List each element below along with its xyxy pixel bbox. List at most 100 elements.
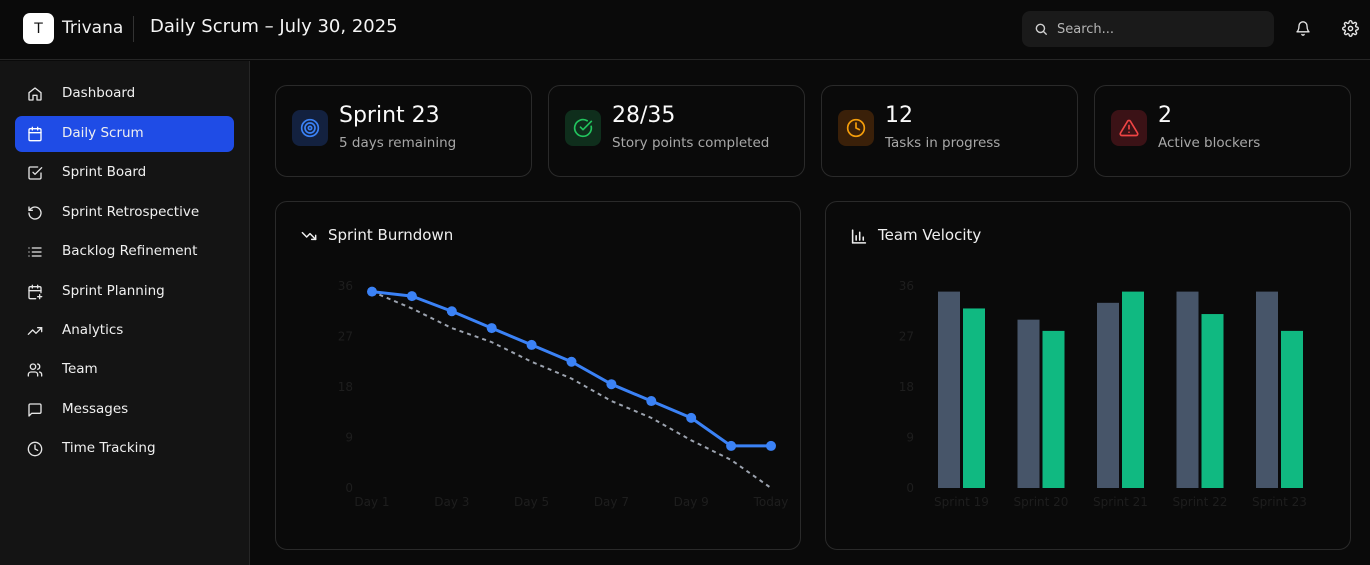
burndown-chart: 0 9 18 27 36 Day 1 Day 3 Day 5 Day 7 Day 9 Today [338, 279, 789, 509]
completed-bar[interactable] [1122, 291, 1144, 488]
velocity-title: Team Velocity [878, 226, 982, 244]
completed-bar[interactable] [1281, 330, 1303, 488]
page-title: Daily Scrum – July 30, 2025 [150, 16, 398, 37]
sidebar-item-label: Sprint Planning [62, 283, 165, 299]
calendar-plus-icon [28, 284, 43, 300]
sidebar-item-label: Time Tracking [62, 440, 156, 456]
stat-label: Story points completed [612, 135, 770, 151]
burndown-point[interactable] [406, 291, 417, 302]
sidebar-item-label: Daily Scrum [62, 125, 144, 141]
x-tick-label: Day 3 [434, 495, 469, 509]
x-tick-label: Day 5 [514, 495, 549, 509]
stat-badge [838, 110, 874, 146]
search-box[interactable] [1022, 11, 1274, 47]
stat-badge [1111, 110, 1147, 146]
stat-card-sprint: Sprint 23 5 days remaining [275, 85, 532, 177]
clock-icon [846, 118, 866, 138]
actual-burndown-line [371, 290, 771, 448]
burndown-point[interactable] [686, 412, 697, 423]
y-tick-label: 0 [906, 481, 914, 495]
burndown-point[interactable] [526, 339, 537, 350]
sidebar-item-sprint-planning[interactable]: Sprint Planning [15, 274, 234, 310]
planned-bar[interactable] [1097, 302, 1119, 488]
y-tick-label: 27 [899, 330, 914, 344]
target-icon [300, 118, 320, 138]
trending-down-icon [301, 231, 317, 241]
stat-card-blockers: 2 Active blockers [1094, 85, 1351, 177]
stat-value: Sprint 23 [339, 103, 440, 128]
bar-chart-icon [851, 229, 867, 244]
x-tick-label: Sprint 19 [934, 495, 989, 509]
stat-card-tasks: 12 Tasks in progress [821, 85, 1078, 177]
planned-bar[interactable] [1256, 291, 1278, 488]
ideal-burndown-line [371, 290, 772, 489]
sidebar-item-label: Sprint Board [62, 164, 147, 180]
burndown-title: Sprint Burndown [328, 226, 454, 244]
stat-label: 5 days remaining [339, 135, 457, 151]
burndown-point[interactable] [766, 440, 776, 451]
app-logo[interactable]: T [23, 13, 54, 44]
bell-icon[interactable] [1295, 20, 1311, 37]
list-icon [28, 247, 42, 257]
calendar-icon [28, 126, 42, 142]
sidebar-item-sprint-board[interactable]: Sprint Board [15, 155, 234, 191]
clock-icon [27, 441, 43, 457]
y-tick-label: 18 [899, 380, 914, 394]
search-input[interactable] [1057, 11, 1267, 47]
sidebar: Dashboard Daily Scrum Sprint Board Sprin… [0, 61, 250, 565]
y-tick-label: 0 [345, 481, 353, 495]
check-circle-icon [573, 118, 593, 138]
velocity-chart: 0 9 18 27 36 Sprint 19 Sprint 20 Sprint 21 Sprin… [899, 279, 1307, 509]
sidebar-item-label: Messages [62, 401, 129, 417]
burndown-point[interactable] [566, 356, 577, 367]
y-tick-label: 9 [906, 431, 914, 445]
sidebar-item-backlog-refinement[interactable]: Backlog Refinement [15, 234, 234, 270]
burndown-panel: Sprint Burndown 0 9 18 27 36 Day 1 Day 3 Day 5 D… [275, 201, 801, 550]
sidebar-item-daily-scrum[interactable]: Daily Scrum [15, 116, 234, 152]
stat-card-story-points: 28/35 Story points completed [548, 85, 805, 177]
burndown-point[interactable] [726, 440, 737, 451]
stat-badge [292, 110, 328, 146]
planned-bar[interactable] [1017, 319, 1040, 488]
check-square-icon [28, 166, 43, 180]
completed-bar[interactable] [1201, 314, 1224, 488]
x-tick-label: Sprint 20 [1014, 495, 1069, 509]
planned-bar[interactable] [1176, 291, 1199, 488]
x-tick-label: Day 9 [674, 495, 709, 509]
sidebar-item-analytics[interactable]: Analytics [15, 313, 234, 349]
trending-up-icon [27, 327, 43, 335]
y-tick-label: 36 [338, 279, 353, 293]
burndown-point[interactable] [486, 323, 497, 334]
burndown-point[interactable] [446, 306, 457, 317]
sidebar-item-time-tracking[interactable]: Time Tracking [15, 431, 234, 467]
planned-bar[interactable] [938, 291, 960, 488]
x-tick-label: Today [753, 495, 789, 509]
x-tick-label: Day 1 [354, 495, 389, 509]
header-divider [133, 16, 134, 42]
completed-bar[interactable] [963, 308, 985, 488]
velocity-panel: Team Velocity 0 9 18 27 36 Sprint 19 Sprint 20… [825, 201, 1351, 550]
sidebar-item-sprint-retrospective[interactable]: Sprint Retrospective [15, 195, 234, 231]
burndown-point[interactable] [367, 286, 377, 297]
stat-value: 12 [885, 103, 913, 128]
y-tick-label: 27 [338, 330, 353, 344]
completed-bar[interactable] [1042, 330, 1065, 488]
sidebar-item-dashboard[interactable]: Dashboard [15, 76, 234, 112]
x-tick-label: Day 7 [594, 495, 629, 509]
alert-triangle-icon [1119, 119, 1139, 137]
stat-badge [565, 110, 601, 146]
gear-icon[interactable] [1342, 20, 1359, 37]
sidebar-item-team[interactable]: Team [15, 352, 234, 388]
stat-label: Tasks in progress [885, 135, 1001, 151]
burndown-point[interactable] [646, 396, 657, 407]
sidebar-item-messages[interactable]: Messages [15, 392, 234, 428]
x-tick-label: Sprint 22 [1173, 495, 1228, 509]
sidebar-item-label: Analytics [62, 322, 124, 338]
sidebar-item-label: Dashboard [62, 85, 136, 101]
x-tick-label: Sprint 23 [1252, 495, 1307, 509]
y-tick-label: 36 [899, 279, 914, 293]
message-icon [28, 403, 42, 417]
burndown-point[interactable] [606, 379, 617, 390]
home-icon [28, 87, 42, 101]
top-bar: T Trivana Daily Scrum – July 30, 2025 [0, 0, 1370, 60]
